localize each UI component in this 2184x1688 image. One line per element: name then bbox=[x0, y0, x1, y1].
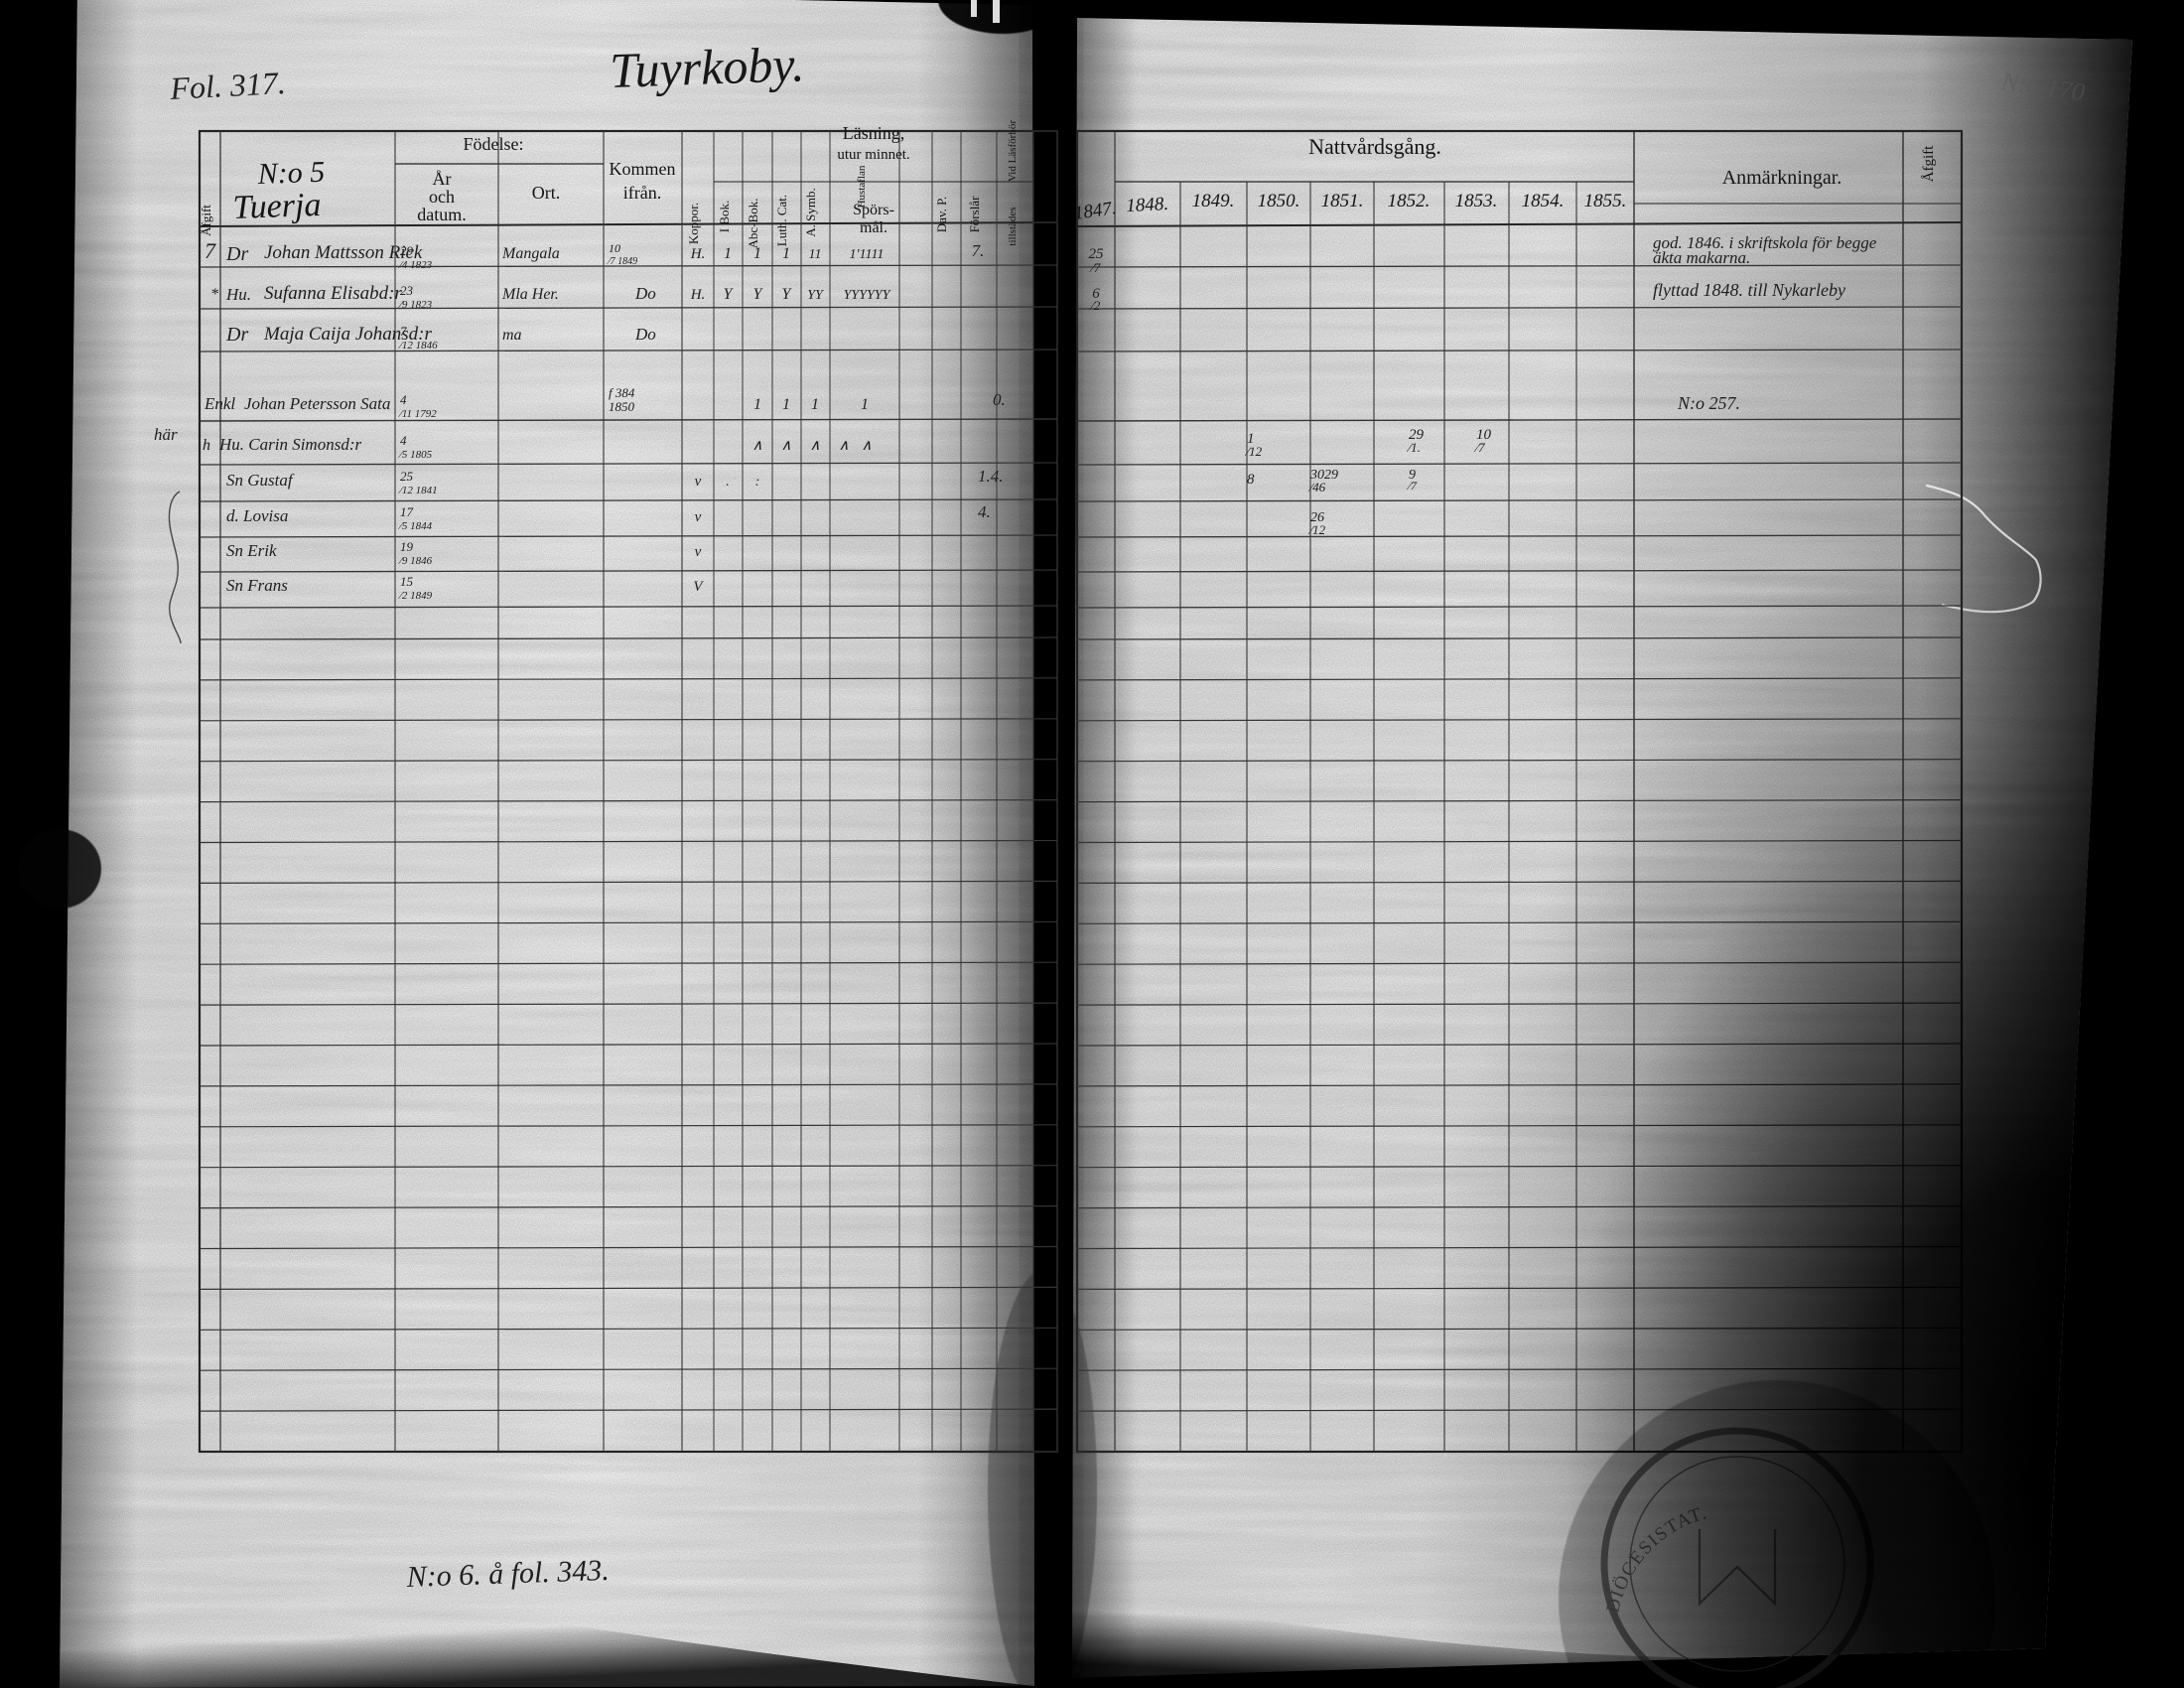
svg-text:Dav. P.: Dav. P. bbox=[934, 197, 949, 232]
svg-text:v: v bbox=[695, 544, 702, 560]
svg-text:Sufanna Elisabd:r: Sufanna Elisabd:r bbox=[264, 283, 402, 304]
svg-text:⁄11 1792: ⁄11 1792 bbox=[398, 408, 437, 420]
svg-text:19: 19 bbox=[400, 539, 414, 554]
svg-text:Mla Her.: Mla Her. bbox=[501, 286, 559, 303]
svg-text:N:o 5: N:o 5 bbox=[256, 156, 326, 191]
svg-text:1: 1 bbox=[861, 396, 869, 413]
svg-text:Enkl: Enkl bbox=[204, 394, 235, 413]
svg-text:⁄5 1844: ⁄5 1844 bbox=[398, 520, 433, 532]
svg-text:∧: ∧ bbox=[752, 438, 763, 454]
svg-text:Kommen: Kommen bbox=[610, 159, 676, 179]
svg-text:1: 1 bbox=[724, 245, 732, 262]
svg-text:⁄12 1841: ⁄12 1841 bbox=[398, 485, 438, 496]
svg-text:⁄12 1846: ⁄12 1846 bbox=[398, 340, 438, 352]
svg-text:Abc-Bok.: Abc-Bok. bbox=[746, 199, 760, 249]
svg-text:mål.: mål. bbox=[860, 219, 887, 236]
svg-text:29: 29 bbox=[400, 243, 414, 258]
svg-text:och: och bbox=[429, 187, 455, 207]
svg-text:Tuerja: Tuerja bbox=[232, 187, 322, 226]
svg-text:Dr: Dr bbox=[225, 324, 248, 346]
svg-text:h: h bbox=[203, 437, 210, 454]
svg-text:f 384: f 384 bbox=[609, 385, 635, 400]
svg-text:1: 1 bbox=[811, 396, 819, 413]
svg-text:4.: 4. bbox=[978, 502, 991, 521]
svg-text:4: 4 bbox=[400, 433, 407, 448]
svg-text:Sn Frans: Sn Frans bbox=[226, 576, 288, 595]
svg-text:15: 15 bbox=[400, 574, 414, 589]
svg-text:Sn Erik: Sn Erik bbox=[226, 541, 277, 560]
svg-text:*: * bbox=[210, 286, 218, 303]
svg-text:Fol. 317.: Fol. 317. bbox=[168, 65, 286, 106]
svg-text:∧: ∧ bbox=[810, 438, 821, 454]
svg-text:H.: H. bbox=[690, 287, 706, 303]
svg-text:År: År bbox=[433, 169, 452, 189]
svg-text:Koppor.: Koppor. bbox=[686, 203, 701, 244]
svg-text:Åfgift: Åfgift bbox=[199, 205, 213, 236]
svg-text:Vid Läsförhör: Vid Läsförhör bbox=[1007, 120, 1019, 182]
svg-text:1'1111: 1'1111 bbox=[850, 247, 885, 262]
svg-text:4: 4 bbox=[400, 392, 407, 407]
svg-text:⁄2 1849: ⁄2 1849 bbox=[398, 590, 433, 602]
svg-text:1.4.: 1.4. bbox=[978, 467, 1004, 486]
svg-text:⁄9 1846: ⁄9 1846 bbox=[398, 555, 433, 567]
svg-text:Hustaflan: Hustaflan bbox=[856, 165, 868, 208]
svg-text:d. Lovisa: d. Lovisa bbox=[226, 506, 288, 525]
svg-text:ifrån.: ifrån. bbox=[623, 183, 661, 203]
svg-text:Hu.: Hu. bbox=[225, 285, 251, 304]
svg-text:1: 1 bbox=[782, 245, 790, 262]
svg-text:Förslår: Förslår bbox=[967, 196, 982, 233]
svg-text:⁄4 1823: ⁄4 1823 bbox=[398, 259, 433, 271]
svg-text:∧: ∧ bbox=[839, 438, 850, 454]
svg-text:∧: ∧ bbox=[862, 438, 873, 454]
svg-text:⁄9 1823: ⁄9 1823 bbox=[398, 299, 433, 311]
svg-text:Tuyrkoby.: Tuyrkoby. bbox=[609, 36, 805, 98]
svg-text:7: 7 bbox=[400, 324, 407, 339]
svg-text:YYYYYY: YYYYYY bbox=[844, 288, 892, 303]
svg-text:17: 17 bbox=[400, 504, 414, 519]
svg-text:Luth. Cat.: Luth. Cat. bbox=[774, 195, 789, 246]
svg-text:Ort.: Ort. bbox=[532, 183, 561, 203]
svg-text:H.: H. bbox=[690, 246, 706, 262]
svg-text:YY: YY bbox=[807, 288, 825, 303]
svg-text:1: 1 bbox=[753, 245, 761, 262]
svg-text:Johan Mattsson Rick: Johan Mattsson Rick bbox=[264, 242, 423, 263]
svg-text:11: 11 bbox=[809, 247, 822, 262]
svg-text:datum.: datum. bbox=[417, 205, 467, 224]
svg-text:1: 1 bbox=[782, 396, 790, 413]
svg-text:v: v bbox=[695, 509, 702, 525]
svg-text:ma: ma bbox=[502, 327, 522, 344]
svg-text:25: 25 bbox=[400, 469, 414, 484]
svg-text:∧: ∧ bbox=[781, 438, 792, 454]
svg-text:v: v bbox=[695, 474, 702, 490]
svg-text:7: 7 bbox=[205, 238, 216, 263]
svg-text:Läsning,: Läsning, bbox=[843, 123, 905, 143]
svg-text:⁄7 1849: ⁄7 1849 bbox=[607, 256, 637, 267]
svg-text:Dr: Dr bbox=[225, 243, 248, 265]
svg-text:I Bok.: I Bok. bbox=[717, 201, 732, 233]
svg-text:10: 10 bbox=[609, 241, 620, 255]
svg-text:1850: 1850 bbox=[609, 399, 635, 414]
svg-text:23: 23 bbox=[400, 283, 414, 298]
svg-text:⁄5 1805: ⁄5 1805 bbox=[398, 449, 433, 461]
svg-text:.: . bbox=[726, 475, 730, 490]
svg-text:Johan Petersson Sata: Johan Petersson Sata bbox=[244, 394, 390, 413]
svg-text:Do: Do bbox=[634, 284, 656, 303]
svg-text:A. Symb.: A. Symb. bbox=[803, 188, 818, 236]
svg-text:Do: Do bbox=[634, 325, 656, 344]
svg-text:tillstädes: tillstädes bbox=[1007, 207, 1019, 245]
svg-text:här: här bbox=[154, 425, 178, 444]
svg-text:0.: 0. bbox=[993, 390, 1006, 409]
svg-text:utur minnet.: utur minnet. bbox=[837, 147, 909, 163]
svg-text::: : bbox=[755, 475, 760, 490]
svg-text:Födelse:: Födelse: bbox=[464, 134, 524, 154]
svg-text:Hu. Carin Simonsd:r: Hu. Carin Simonsd:r bbox=[218, 435, 361, 454]
svg-text:1: 1 bbox=[753, 396, 761, 413]
svg-text:7.: 7. bbox=[972, 241, 985, 260]
svg-text:Mangala: Mangala bbox=[501, 245, 560, 262]
svg-text:Sn Gustaf: Sn Gustaf bbox=[226, 471, 295, 490]
